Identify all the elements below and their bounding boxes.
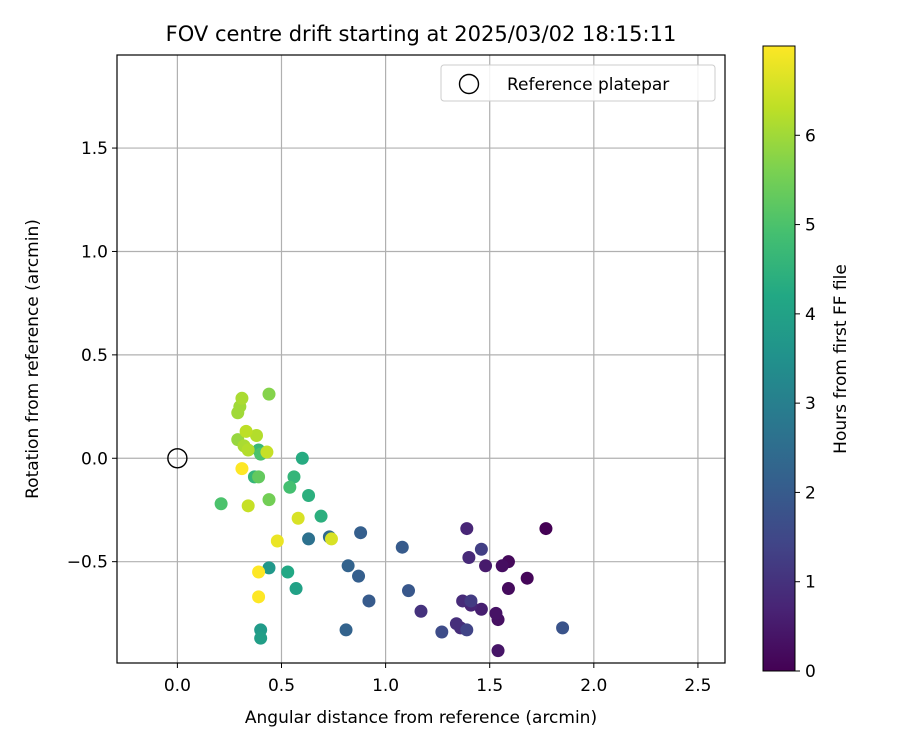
data-point xyxy=(362,594,376,608)
y-tick-label: 1.0 xyxy=(81,242,108,262)
data-point xyxy=(491,644,505,658)
data-point xyxy=(501,582,515,596)
data-point xyxy=(495,559,509,573)
y-tick-label: 0.5 xyxy=(81,346,108,366)
data-point xyxy=(462,551,476,565)
legend-entry: Reference platepar xyxy=(507,75,669,95)
data-point xyxy=(281,565,295,579)
data-point xyxy=(270,534,284,548)
colorbar-tick-label: 3 xyxy=(805,394,816,414)
colorbar-tick-label: 0 xyxy=(805,662,816,682)
data-point xyxy=(260,445,274,459)
data-point xyxy=(252,590,266,604)
data-point xyxy=(460,623,474,637)
data-point xyxy=(354,526,368,540)
data-point xyxy=(324,532,338,546)
data-point xyxy=(352,569,366,583)
colorbar-label: Hours from first FF file xyxy=(831,264,851,454)
data-point xyxy=(241,499,255,513)
y-tick-label: −0.5 xyxy=(67,553,108,573)
legend-box xyxy=(440,64,716,102)
data-point xyxy=(449,617,463,631)
x-tick-label: 1.5 xyxy=(476,676,503,696)
data-point xyxy=(289,582,303,596)
x-tick-label: 0.0 xyxy=(164,676,191,696)
x-tick-label: 2.0 xyxy=(580,676,607,696)
data-point xyxy=(520,571,534,585)
data-point xyxy=(250,429,264,443)
data-point xyxy=(239,424,253,438)
data-point xyxy=(435,625,449,639)
data-point xyxy=(341,559,355,573)
colorbar-tick-label: 2 xyxy=(805,483,816,503)
chart-title: FOV centre drift starting at 2025/03/02 … xyxy=(166,22,677,46)
data-point xyxy=(214,497,228,511)
x-axis-ticks: 0.0 0.5 1.0 1.5 2.0 2.5 xyxy=(164,663,711,696)
data-point xyxy=(254,631,268,645)
data-point xyxy=(489,606,503,620)
data-point xyxy=(252,565,266,579)
data-point xyxy=(460,522,474,536)
colorbar-tick-label: 6 xyxy=(805,126,816,146)
colorbar-tick-label: 5 xyxy=(805,216,816,236)
legend: Reference platepar xyxy=(440,64,716,102)
reference-marker xyxy=(167,448,188,469)
data-point xyxy=(414,604,428,618)
y-tick-label: 0.0 xyxy=(81,449,108,469)
data-point xyxy=(474,542,488,556)
data-point xyxy=(262,387,276,401)
reference-platepar-marker xyxy=(167,448,188,469)
data-point xyxy=(302,532,316,546)
colorbar-scale xyxy=(762,45,796,672)
data-point xyxy=(235,462,249,476)
colorbar-tick-label: 1 xyxy=(805,573,816,593)
data-point xyxy=(241,443,255,457)
data-point xyxy=(395,540,409,554)
data-point xyxy=(539,522,553,536)
data-point xyxy=(302,488,316,502)
data-point xyxy=(479,559,493,573)
data-points xyxy=(214,387,570,658)
y-axis-ticks: −0.5 0.0 0.5 1.0 1.5 xyxy=(67,139,117,573)
data-point xyxy=(402,584,416,598)
data-point xyxy=(339,623,353,637)
data-point xyxy=(262,561,276,575)
data-point xyxy=(474,602,488,616)
data-point xyxy=(231,406,245,420)
data-point xyxy=(314,509,328,523)
legend-marker-icon xyxy=(458,73,480,95)
data-point xyxy=(252,470,266,484)
x-tick-label: 2.5 xyxy=(684,676,711,696)
y-axis-label: Rotation from reference (arcmin) xyxy=(23,219,43,499)
colorbar-tick-label: 4 xyxy=(805,305,816,325)
data-point xyxy=(283,480,297,494)
data-point xyxy=(262,493,276,507)
data-point xyxy=(556,621,570,635)
data-point xyxy=(464,594,478,608)
plot-frame xyxy=(116,54,726,664)
data-point xyxy=(287,470,301,484)
x-axis-label: Angular distance from reference (arcmin) xyxy=(245,708,597,728)
data-point xyxy=(291,511,305,525)
x-tick-label: 0.5 xyxy=(268,676,295,696)
x-tick-label: 1.0 xyxy=(372,676,399,696)
y-tick-label: 1.5 xyxy=(81,139,108,159)
data-point xyxy=(235,391,249,405)
colorbar-ticks: 0 1 2 3 4 5 6 xyxy=(795,126,816,682)
colorbar: 0 1 2 3 4 5 6 Hours from first FF file xyxy=(762,45,851,682)
data-point xyxy=(295,451,309,465)
grid-lines xyxy=(117,55,725,663)
